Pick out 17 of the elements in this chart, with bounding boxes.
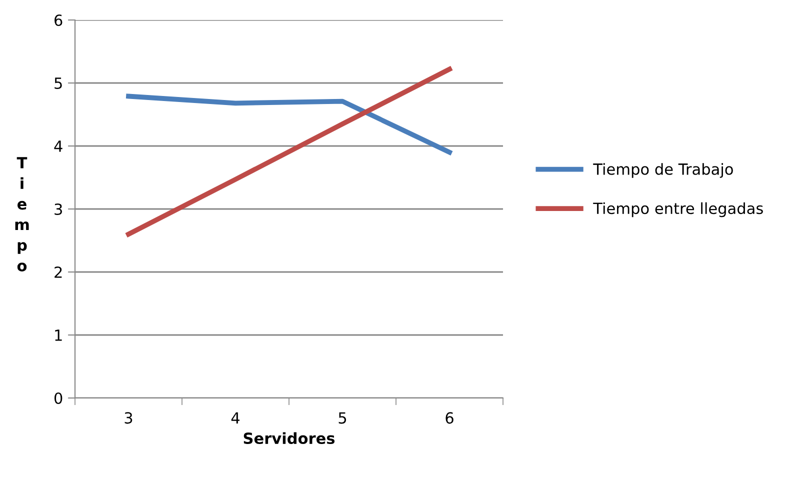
x-tick-label: 4: [231, 412, 240, 424]
line-series: [126, 66, 452, 237]
x-tick-label: 3: [124, 412, 132, 424]
legend-label: Tiempo de Trabajo: [593, 163, 733, 178]
y-axis-title: Tiempo: [15, 157, 29, 272]
y-tick-label: 0: [54, 392, 62, 404]
legend-label: Tiempo entre llegadas: [593, 202, 763, 218]
y-tick-label: 5: [54, 78, 62, 90]
y-tick-label: 6: [54, 14, 62, 26]
x-tick-label: 5: [338, 412, 346, 424]
x-axis-title: Servidores: [244, 432, 335, 444]
y-tick-label: 4: [54, 140, 62, 152]
y-tick-label: 1: [55, 330, 62, 341]
y-tick-label: 2: [54, 266, 62, 278]
y-tick-label: 3: [54, 203, 62, 216]
x-tick-label: 6: [446, 412, 454, 424]
line-series: [126, 94, 452, 155]
